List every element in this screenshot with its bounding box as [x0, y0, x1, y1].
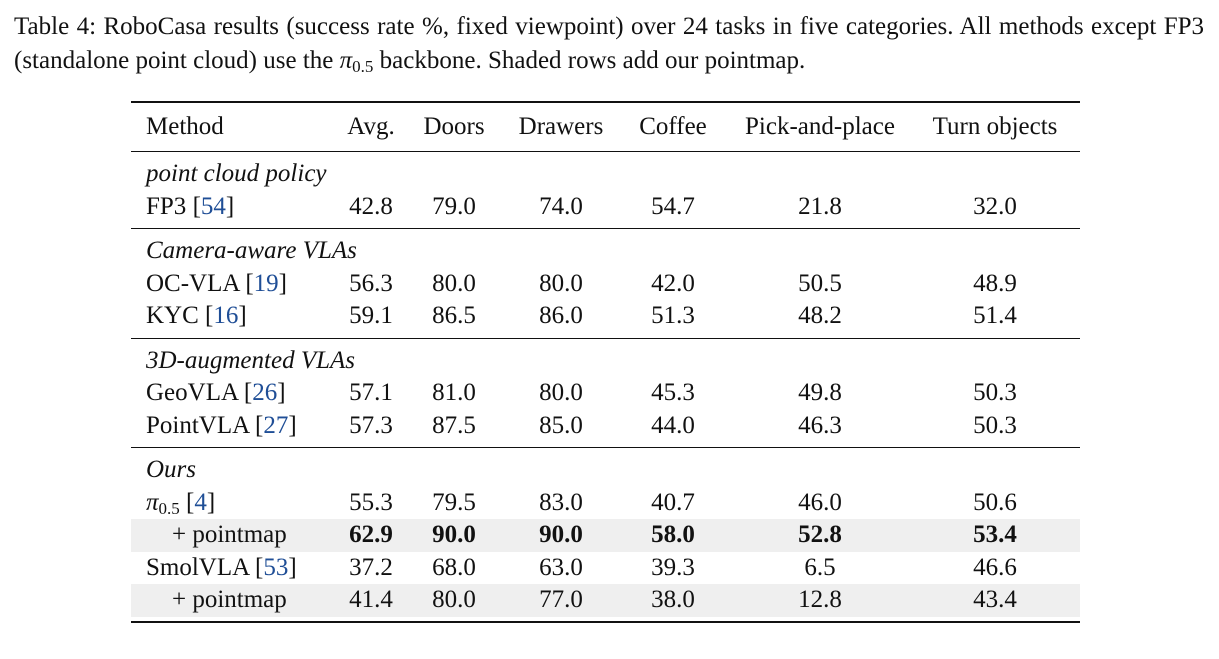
header-rule	[131, 151, 1080, 152]
method-name: + pointmap	[172, 521, 287, 548]
method-name: OC-VLA [19]	[146, 269, 287, 297]
pi-symbol: π0.5	[146, 488, 180, 518]
header-method: Method	[146, 113, 224, 140]
method-name: SmolVLA [53]	[146, 553, 297, 581]
citation-link[interactable]: 4	[194, 488, 207, 516]
table-row: OC-VLA [19] 56.3 80.0 80.0 42.0 50.5 48.…	[131, 268, 1080, 301]
group-title-ours: Ours	[146, 456, 197, 483]
header-avg: Avg.	[347, 113, 395, 140]
table-caption: Table 4: RoboCasa results (success rate …	[14, 10, 1204, 78]
group-title-camera-aware: Camera-aware VLAs	[146, 237, 357, 264]
header-coffee: Coffee	[639, 113, 707, 140]
table-row-shaded: + pointmap 41.4 80.0 77.0 38.0 12.8 43.4	[131, 584, 1080, 617]
citation-link[interactable]: 16	[213, 302, 239, 329]
caption-text-2: backbone. Shaded rows add our pointmap.	[379, 47, 806, 74]
header-turn-objects: Turn objects	[932, 113, 1058, 140]
method-name: PointVLA [27]	[146, 411, 297, 439]
table-row: SmolVLA [53] 37.2 68.0 63.0 39.3 6.5 46.…	[131, 552, 1080, 585]
caption-label: Table 4:	[14, 13, 97, 40]
citation-link[interactable]: 19	[253, 269, 279, 297]
method-name: KYC [16]	[146, 302, 247, 329]
table-row: PointVLA [27] 57.3 87.5 85.0 44.0 46.3 5…	[131, 410, 1080, 443]
group-title-3d-augmented: 3D-augmented VLAs	[146, 346, 355, 374]
table-row: GeoVLA [26] 57.1 81.0 80.0 45.3 49.8 50.…	[131, 377, 1080, 410]
citation-link[interactable]: 53	[263, 553, 289, 581]
results-table: Method Avg. Doors Drawers Coffee Pick-an…	[131, 101, 1080, 623]
citation-link[interactable]: 27	[263, 411, 289, 439]
method-name: GeoVLA [26]	[146, 379, 286, 406]
group-rule	[131, 337, 1080, 339]
header-row: Method Avg. Doors Drawers Coffee Pick-an…	[131, 103, 1080, 151]
group-title-point-cloud: point cloud policy	[146, 160, 327, 187]
table-row-shaded: + pointmap 62.9 90.0 90.0 58.0 52.8 53.4	[131, 519, 1080, 552]
header-doors: Doors	[423, 113, 485, 140]
table-row: KYC [16] 59.1 86.5 86.0 51.3 48.2 51.4	[131, 300, 1080, 333]
citation-link[interactable]: 26	[252, 379, 278, 406]
header-pick-and-place: Pick-and-place	[745, 113, 895, 140]
citation-link[interactable]: 54	[200, 192, 226, 220]
method-name: + pointmap	[172, 586, 287, 613]
group-rule	[131, 447, 1080, 448]
method-name: π0.5 [4]	[146, 488, 216, 518]
method-name: FP3 [54]	[146, 192, 235, 220]
table-row: π0.5 [4] 55.3 79.5 83.0 40.7 46.0 50.6	[146, 488, 1017, 518]
bottom-rule	[131, 620, 1080, 623]
top-rule	[131, 101, 1080, 103]
header-drawers: Drawers	[518, 113, 604, 140]
table-row: FP3 [54] 42.8 79.0 74.0 54.7 21.8 32.0	[131, 191, 1080, 224]
group-rule	[131, 228, 1080, 229]
caption-text-1: RoboCasa results (success rate %, fixed …	[14, 13, 1205, 74]
caption-math: π0.5	[339, 47, 374, 76]
